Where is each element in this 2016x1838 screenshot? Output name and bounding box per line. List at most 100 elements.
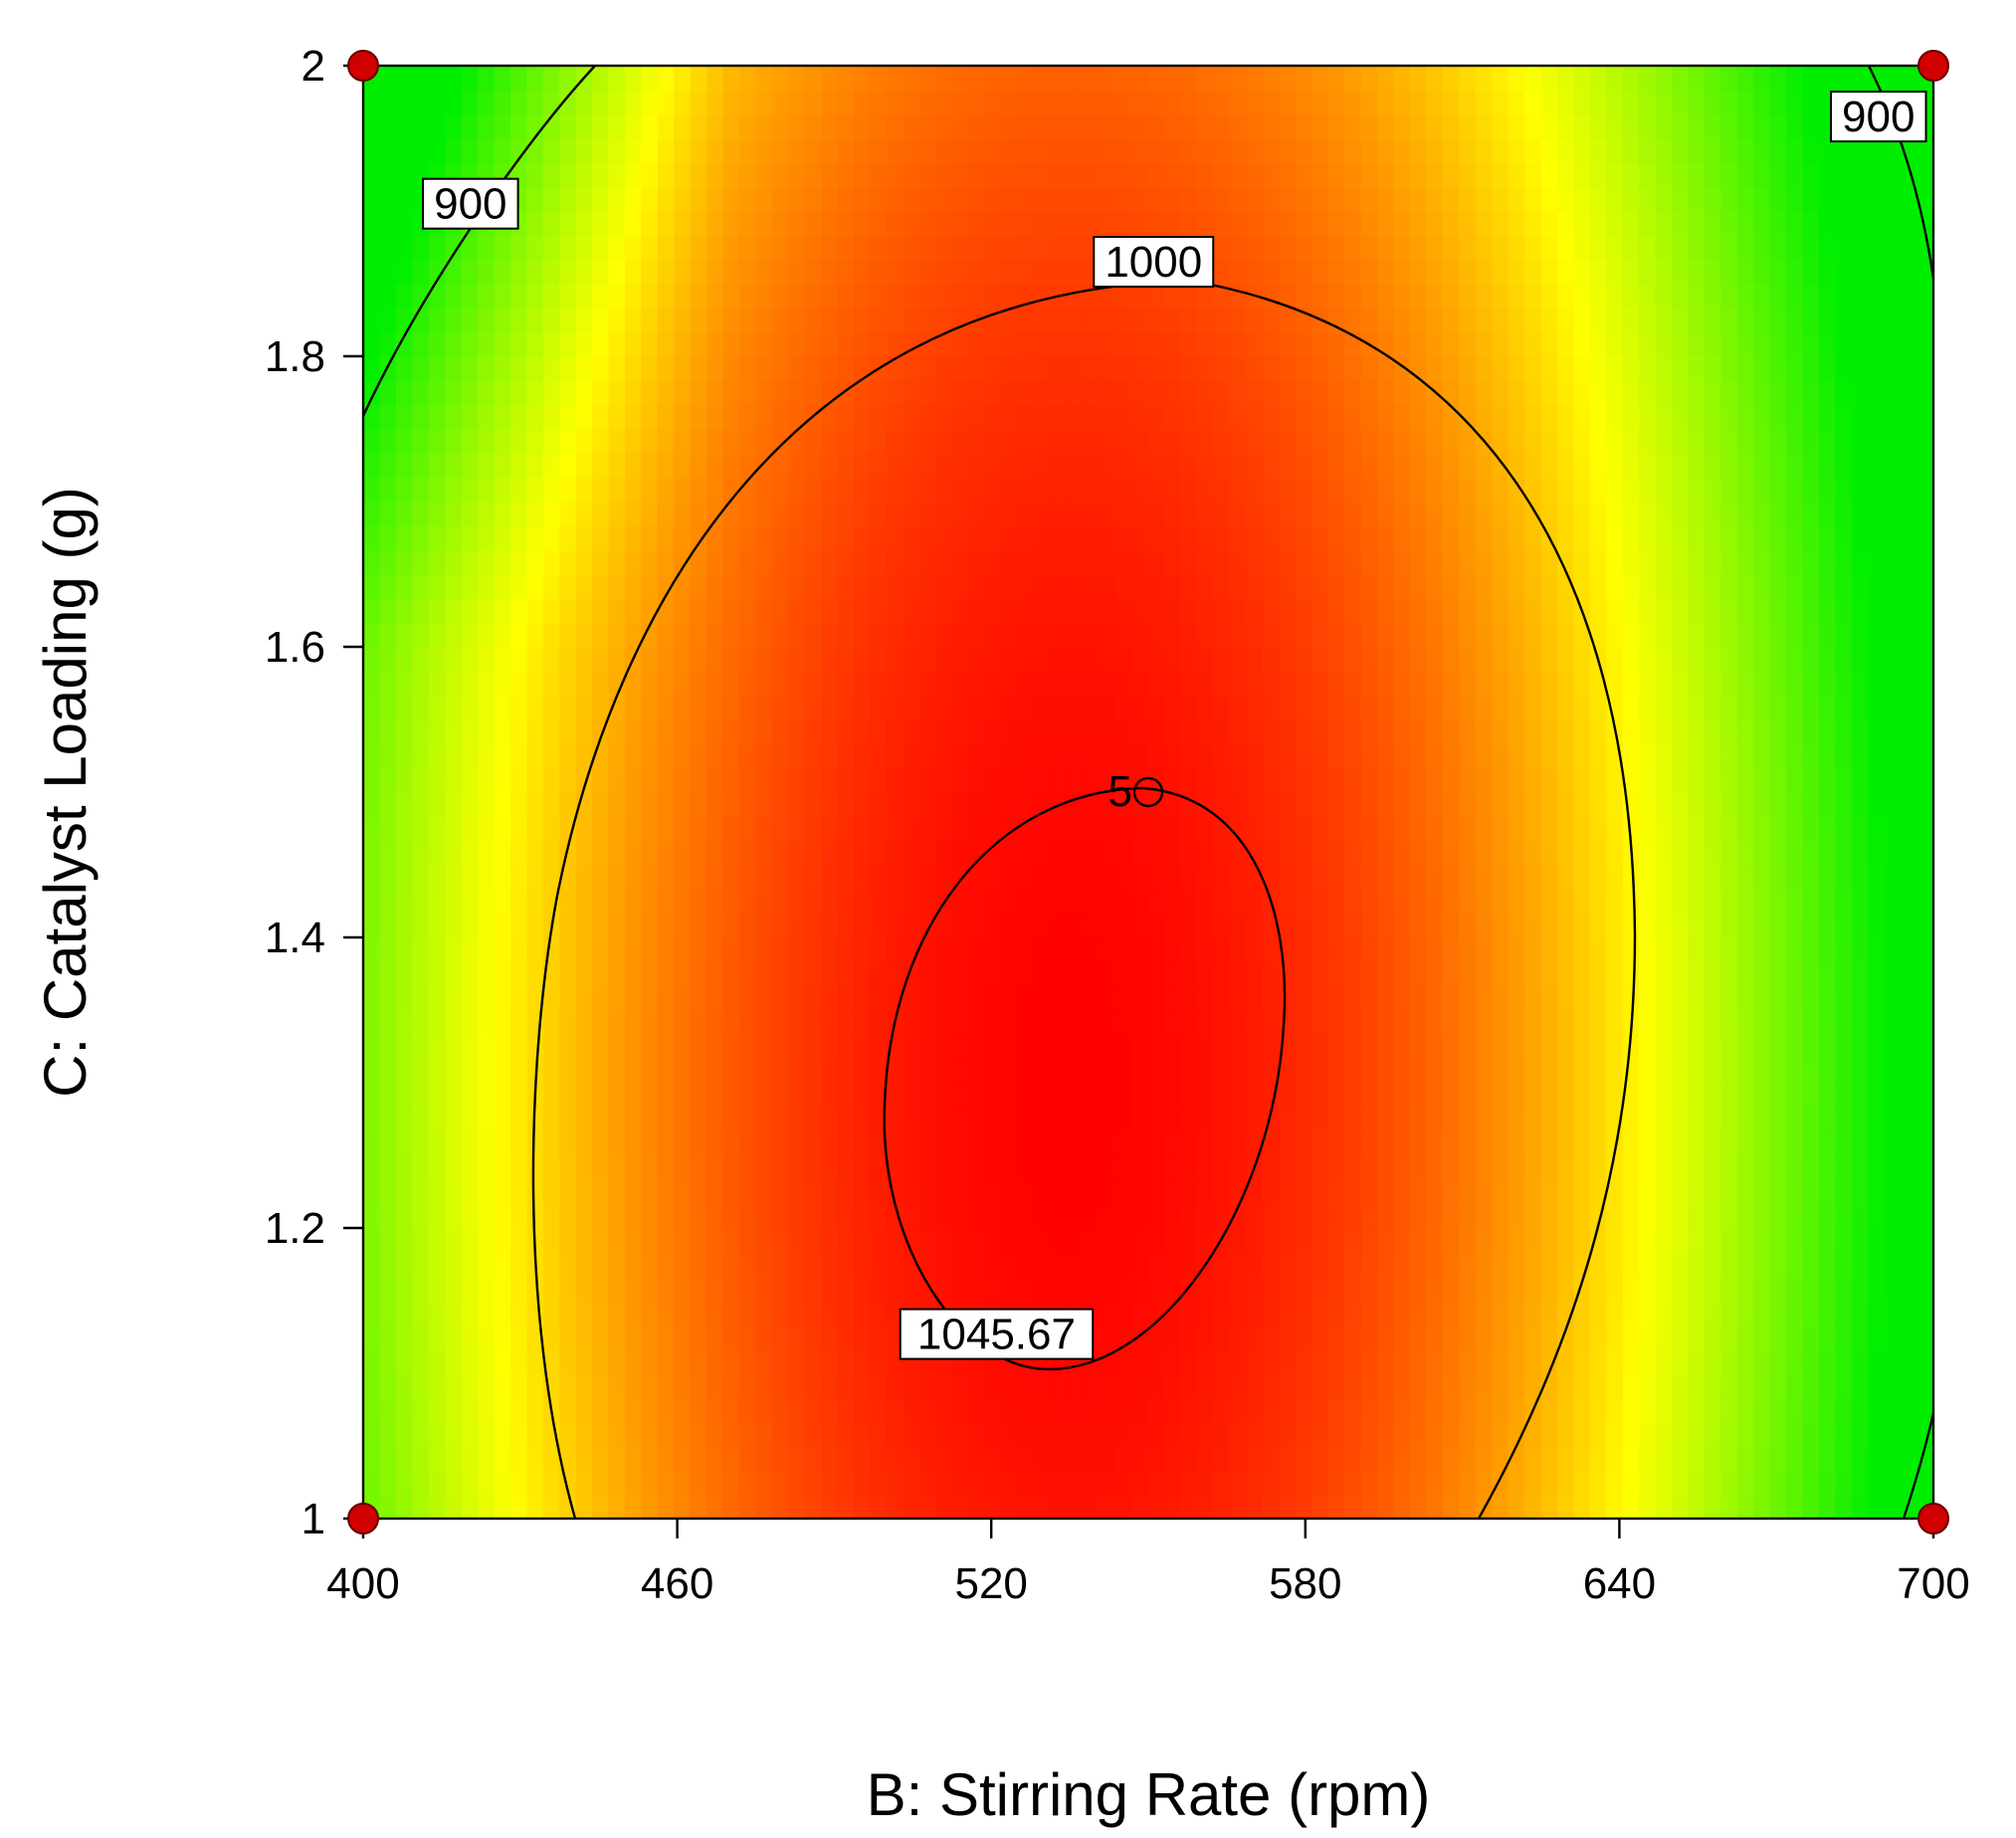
heatmap-cell bbox=[1606, 1348, 1624, 1374]
heatmap-cell bbox=[575, 284, 593, 309]
heatmap-cell bbox=[722, 429, 740, 455]
heatmap-cell bbox=[559, 356, 577, 382]
heatmap-cell bbox=[542, 502, 561, 527]
heatmap-cell bbox=[494, 1348, 511, 1374]
heatmap-cell bbox=[1327, 549, 1346, 575]
heatmap-cell bbox=[706, 1494, 724, 1519]
heatmap-cell bbox=[1672, 211, 1690, 237]
heatmap-cell bbox=[1263, 1034, 1281, 1060]
heatmap-cell bbox=[1327, 1228, 1346, 1254]
heatmap-cell bbox=[854, 647, 872, 673]
heatmap-cell bbox=[1197, 331, 1215, 357]
heatmap-cell bbox=[903, 113, 920, 139]
heatmap-cell bbox=[1688, 1446, 1706, 1472]
heatmap-cell bbox=[968, 331, 986, 357]
heatmap-cell bbox=[1704, 719, 1722, 745]
heatmap-cell bbox=[755, 1179, 773, 1205]
heatmap-cell bbox=[722, 1446, 740, 1472]
heatmap-cell bbox=[559, 1252, 577, 1278]
heatmap-cell bbox=[1050, 525, 1068, 551]
heatmap-cell bbox=[1001, 985, 1019, 1011]
heatmap-cell bbox=[428, 792, 446, 818]
heatmap-cell bbox=[771, 1155, 790, 1181]
heatmap-cell bbox=[1017, 1373, 1035, 1399]
heatmap-cell bbox=[379, 1203, 397, 1229]
heatmap-cell bbox=[509, 889, 528, 915]
heatmap-cell bbox=[1360, 549, 1378, 575]
heatmap-cell bbox=[1393, 186, 1411, 212]
heatmap-cell bbox=[379, 961, 397, 987]
heatmap-cell bbox=[1589, 284, 1608, 309]
heatmap-cell bbox=[1606, 284, 1624, 309]
heatmap-cell bbox=[494, 404, 511, 430]
heatmap-cell bbox=[412, 1421, 430, 1447]
heatmap-cell bbox=[918, 937, 937, 963]
heatmap-cell bbox=[1099, 1348, 1116, 1374]
heatmap-cell bbox=[1475, 985, 1493, 1011]
heatmap-cell bbox=[1213, 961, 1231, 987]
heatmap-cell bbox=[984, 113, 1002, 139]
heatmap-cell bbox=[1606, 307, 1624, 333]
heatmap-cell bbox=[1622, 1494, 1640, 1519]
heatmap-cell bbox=[1393, 235, 1411, 261]
heatmap-cell bbox=[1508, 598, 1525, 624]
heatmap-cell bbox=[1442, 307, 1461, 333]
heatmap-cell bbox=[625, 1107, 643, 1132]
heatmap-cell bbox=[1001, 549, 1019, 575]
heatmap-cell bbox=[412, 66, 430, 92]
heatmap-cell bbox=[984, 647, 1002, 673]
heatmap-cell bbox=[1148, 453, 1166, 479]
heatmap-cell bbox=[657, 622, 676, 648]
heatmap-cell bbox=[951, 259, 969, 285]
heatmap-cell bbox=[608, 598, 626, 624]
heatmap-cell bbox=[445, 1155, 463, 1181]
heatmap-cell bbox=[1622, 1373, 1640, 1399]
heatmap-cell bbox=[1246, 816, 1264, 842]
heatmap-cell bbox=[1688, 380, 1706, 406]
heatmap-cell bbox=[1001, 138, 1019, 164]
heatmap-cell bbox=[1639, 1325, 1657, 1350]
heatmap-cell bbox=[1393, 138, 1411, 164]
heatmap-cell bbox=[1099, 1203, 1116, 1229]
heatmap-cell bbox=[428, 840, 446, 866]
heatmap-cell bbox=[657, 138, 676, 164]
heatmap-cell bbox=[509, 1397, 528, 1423]
heatmap-cell bbox=[641, 937, 659, 963]
heatmap-cell bbox=[821, 1373, 839, 1399]
heatmap-cell bbox=[1655, 380, 1673, 406]
heatmap-cell bbox=[1033, 1130, 1052, 1156]
heatmap-cell bbox=[592, 767, 610, 793]
heatmap-cell bbox=[887, 937, 905, 963]
heatmap-cell bbox=[1573, 840, 1591, 866]
heatmap-cell bbox=[722, 792, 740, 818]
heatmap-cell bbox=[1344, 1203, 1362, 1229]
heatmap-cell bbox=[1524, 1228, 1542, 1254]
heatmap-cell bbox=[1148, 840, 1166, 866]
heatmap-cell bbox=[1180, 380, 1199, 406]
heatmap-cell bbox=[1672, 1155, 1690, 1181]
heatmap-cell bbox=[1655, 1397, 1673, 1423]
heatmap-cell bbox=[1393, 1252, 1411, 1278]
heatmap-cell bbox=[870, 259, 888, 285]
heatmap-cell bbox=[379, 816, 397, 842]
heatmap-cell bbox=[1050, 211, 1068, 237]
heatmap-cell bbox=[1704, 1421, 1722, 1447]
heatmap-cell bbox=[1410, 767, 1428, 793]
heatmap-cell bbox=[559, 477, 577, 503]
heatmap-cell bbox=[1099, 1179, 1116, 1205]
heatmap-cell bbox=[445, 719, 463, 745]
heatmap-cell bbox=[1393, 671, 1411, 697]
heatmap-cell bbox=[592, 113, 610, 139]
heatmap-cell bbox=[1639, 719, 1657, 745]
heatmap-cell bbox=[625, 1301, 643, 1327]
heatmap-cell bbox=[1442, 1446, 1461, 1472]
heatmap-cell bbox=[1279, 1325, 1297, 1350]
heatmap-cell bbox=[1377, 671, 1395, 697]
heatmap-cell bbox=[706, 1348, 724, 1374]
heatmap-cell bbox=[674, 162, 692, 188]
heatmap-cell bbox=[625, 429, 643, 455]
heatmap-cell bbox=[1083, 1179, 1101, 1205]
heatmap-cell bbox=[690, 307, 707, 333]
heatmap-cell bbox=[903, 211, 920, 237]
heatmap-cell bbox=[837, 1034, 855, 1060]
